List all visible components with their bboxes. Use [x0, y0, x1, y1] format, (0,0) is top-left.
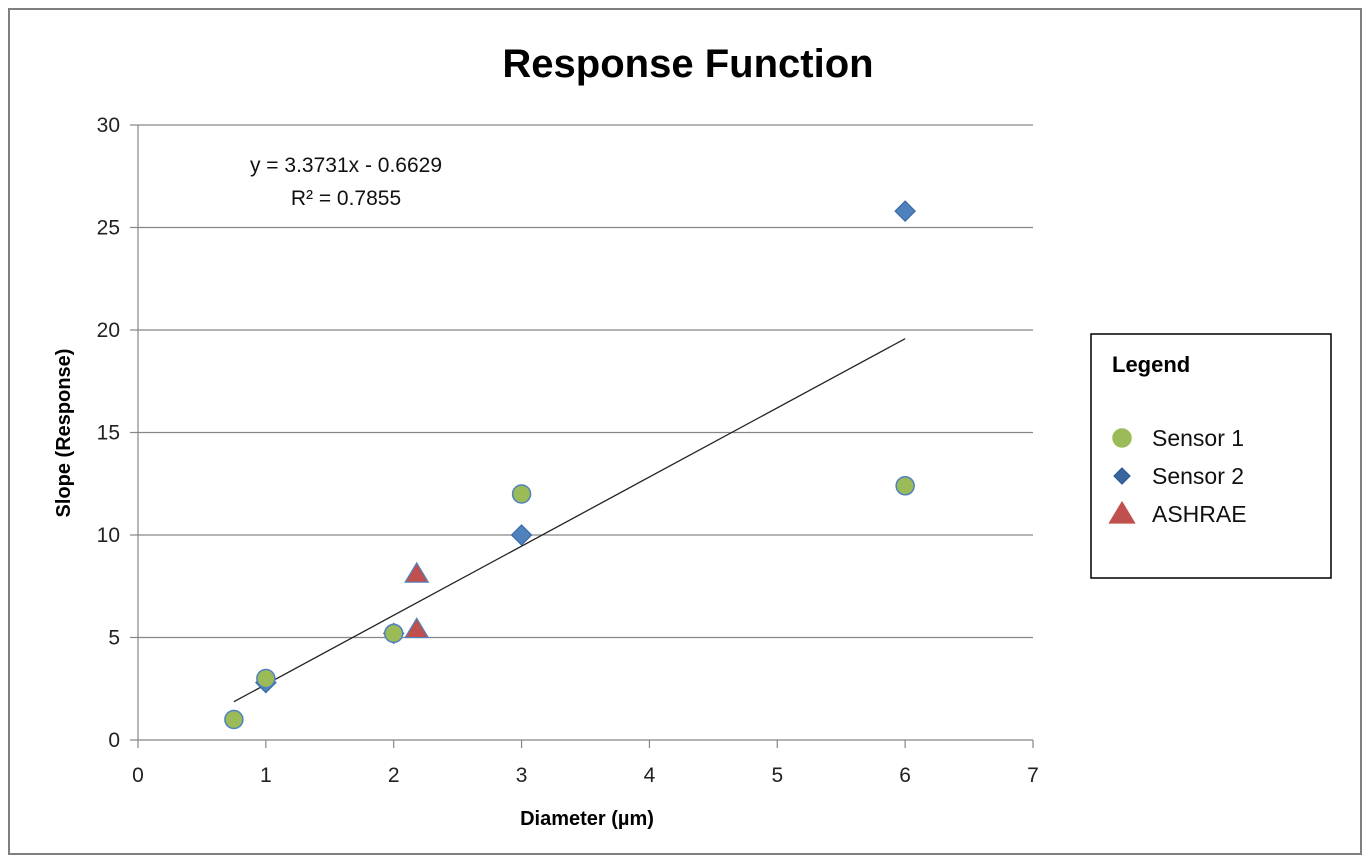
- legend-marker-sensor-2: [1113, 467, 1131, 485]
- sensor-2-point-3: [894, 200, 916, 222]
- legend-box: [1090, 333, 1332, 579]
- legend-label-sensor-2: Sensor 2: [1152, 463, 1244, 489]
- y-axis-label: Slope (Response): [53, 349, 75, 518]
- y-tick-label-20: 20: [97, 319, 120, 342]
- legend-label-ashrae: ASHRAE: [1152, 501, 1247, 527]
- sensor-1-point-3: [511, 484, 532, 504]
- y-tick-label-15: 15: [97, 422, 120, 445]
- trendline-equation: y = 3.3731x - 0.6629: [250, 154, 442, 177]
- legend-items: Sensor 1 Sensor 2 ASHRAE: [1108, 425, 1247, 527]
- x-tick-label-2: 2: [388, 764, 400, 787]
- legend-marker-sensor-1: [1112, 428, 1132, 448]
- y-tick-label-0: 0: [108, 729, 120, 752]
- x-tick-label-1: 1: [260, 764, 272, 787]
- ashrae-point-1: [404, 617, 430, 639]
- ashrae-point-0: [404, 561, 430, 583]
- y-tick-label-30: 30: [97, 114, 120, 137]
- legend-label-sensor-1: Sensor 1: [1152, 425, 1244, 451]
- y-tick-labels: 0 5 10 15 20 25 30: [97, 114, 120, 752]
- x-tick-label-7: 7: [1027, 764, 1039, 787]
- sensor-2-point-2: [510, 524, 533, 546]
- trendline-line: [233, 338, 906, 703]
- data-points: [224, 200, 916, 730]
- x-tick-label-6: 6: [899, 764, 911, 787]
- chart-title: Response Function: [502, 42, 873, 86]
- axes: [130, 124, 1034, 748]
- legend: Legend Sensor 1 Sensor 2 ASHRAE: [1090, 333, 1332, 579]
- x-tick-label-3: 3: [516, 764, 528, 787]
- sensor-1-point-0: [224, 709, 244, 730]
- x-tick-labels: 0 1 2 3 4 5 6 7: [132, 764, 1039, 787]
- y-tick-label-10: 10: [97, 524, 120, 547]
- legend-marker-ashrae: [1108, 500, 1136, 524]
- gridlines: [138, 124, 1033, 639]
- x-tick-label-4: 4: [644, 764, 656, 787]
- y-tick-label-5: 5: [108, 627, 120, 650]
- sensor-1-point-4: [895, 476, 915, 496]
- legend-title: Legend: [1112, 352, 1190, 377]
- sensor-1-point-1: [256, 668, 276, 689]
- x-tick-label-0: 0: [132, 764, 144, 787]
- x-axis-label: Diameter (µm): [520, 808, 654, 830]
- trendline-r2: R² = 0.7855: [291, 187, 401, 210]
- x-tick-label-5: 5: [771, 764, 783, 787]
- y-tick-label-25: 25: [97, 217, 120, 240]
- sensor-1-point-2: [383, 623, 404, 644]
- trendline: [233, 338, 906, 703]
